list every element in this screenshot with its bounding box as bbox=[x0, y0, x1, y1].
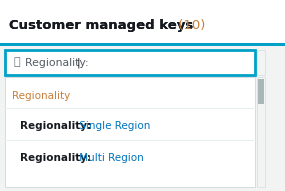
Text: Regionality:: Regionality: bbox=[20, 121, 91, 131]
Text: Regionality:: Regionality: bbox=[20, 153, 91, 163]
Text: ⌕: ⌕ bbox=[14, 57, 21, 67]
Text: (10): (10) bbox=[174, 19, 205, 32]
FancyBboxPatch shape bbox=[5, 77, 255, 187]
Text: Customer managed keys: Customer managed keys bbox=[9, 19, 193, 32]
Text: Regionality: Regionality bbox=[12, 91, 70, 101]
FancyBboxPatch shape bbox=[0, 0, 285, 46]
FancyBboxPatch shape bbox=[5, 50, 255, 75]
FancyBboxPatch shape bbox=[257, 77, 265, 187]
Text: Customer managed keys (10): Customer managed keys (10) bbox=[9, 19, 229, 32]
Text: Multi Region: Multi Region bbox=[76, 153, 144, 163]
FancyBboxPatch shape bbox=[258, 79, 264, 104]
Text: Customer managed keys: Customer managed keys bbox=[9, 19, 193, 32]
Text: Single Region: Single Region bbox=[76, 121, 150, 131]
Text: Regionality:: Regionality: bbox=[25, 57, 92, 67]
FancyBboxPatch shape bbox=[0, 43, 285, 46]
Text: |: | bbox=[77, 57, 81, 68]
FancyBboxPatch shape bbox=[257, 50, 265, 75]
